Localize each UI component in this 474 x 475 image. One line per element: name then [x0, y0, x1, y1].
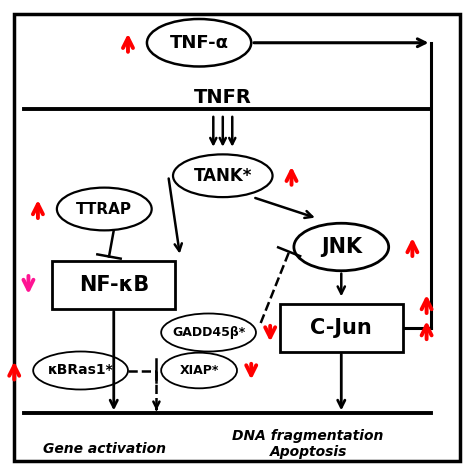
Text: TNF-α: TNF-α	[170, 34, 228, 52]
Ellipse shape	[161, 352, 237, 389]
Text: DNA fragmentation
Apoptosis: DNA fragmentation Apoptosis	[232, 429, 384, 459]
Text: C-Jun: C-Jun	[310, 318, 372, 338]
FancyBboxPatch shape	[280, 304, 403, 352]
Text: TNFR: TNFR	[194, 88, 252, 107]
Text: Gene activation: Gene activation	[43, 442, 166, 456]
Ellipse shape	[294, 223, 389, 271]
Ellipse shape	[161, 314, 256, 352]
Text: XIAP*: XIAP*	[179, 364, 219, 377]
Text: κBRas1*: κBRas1*	[48, 363, 113, 378]
FancyBboxPatch shape	[52, 261, 175, 309]
Text: JNK: JNK	[321, 237, 362, 257]
Ellipse shape	[147, 19, 251, 66]
Ellipse shape	[173, 154, 273, 197]
FancyBboxPatch shape	[14, 14, 460, 461]
Text: TTRAP: TTRAP	[76, 201, 132, 217]
Ellipse shape	[33, 352, 128, 390]
Text: NF-κB: NF-κB	[79, 275, 149, 295]
Text: TANK*: TANK*	[193, 167, 252, 185]
Text: GADD45β*: GADD45β*	[172, 326, 245, 339]
Ellipse shape	[57, 188, 152, 230]
